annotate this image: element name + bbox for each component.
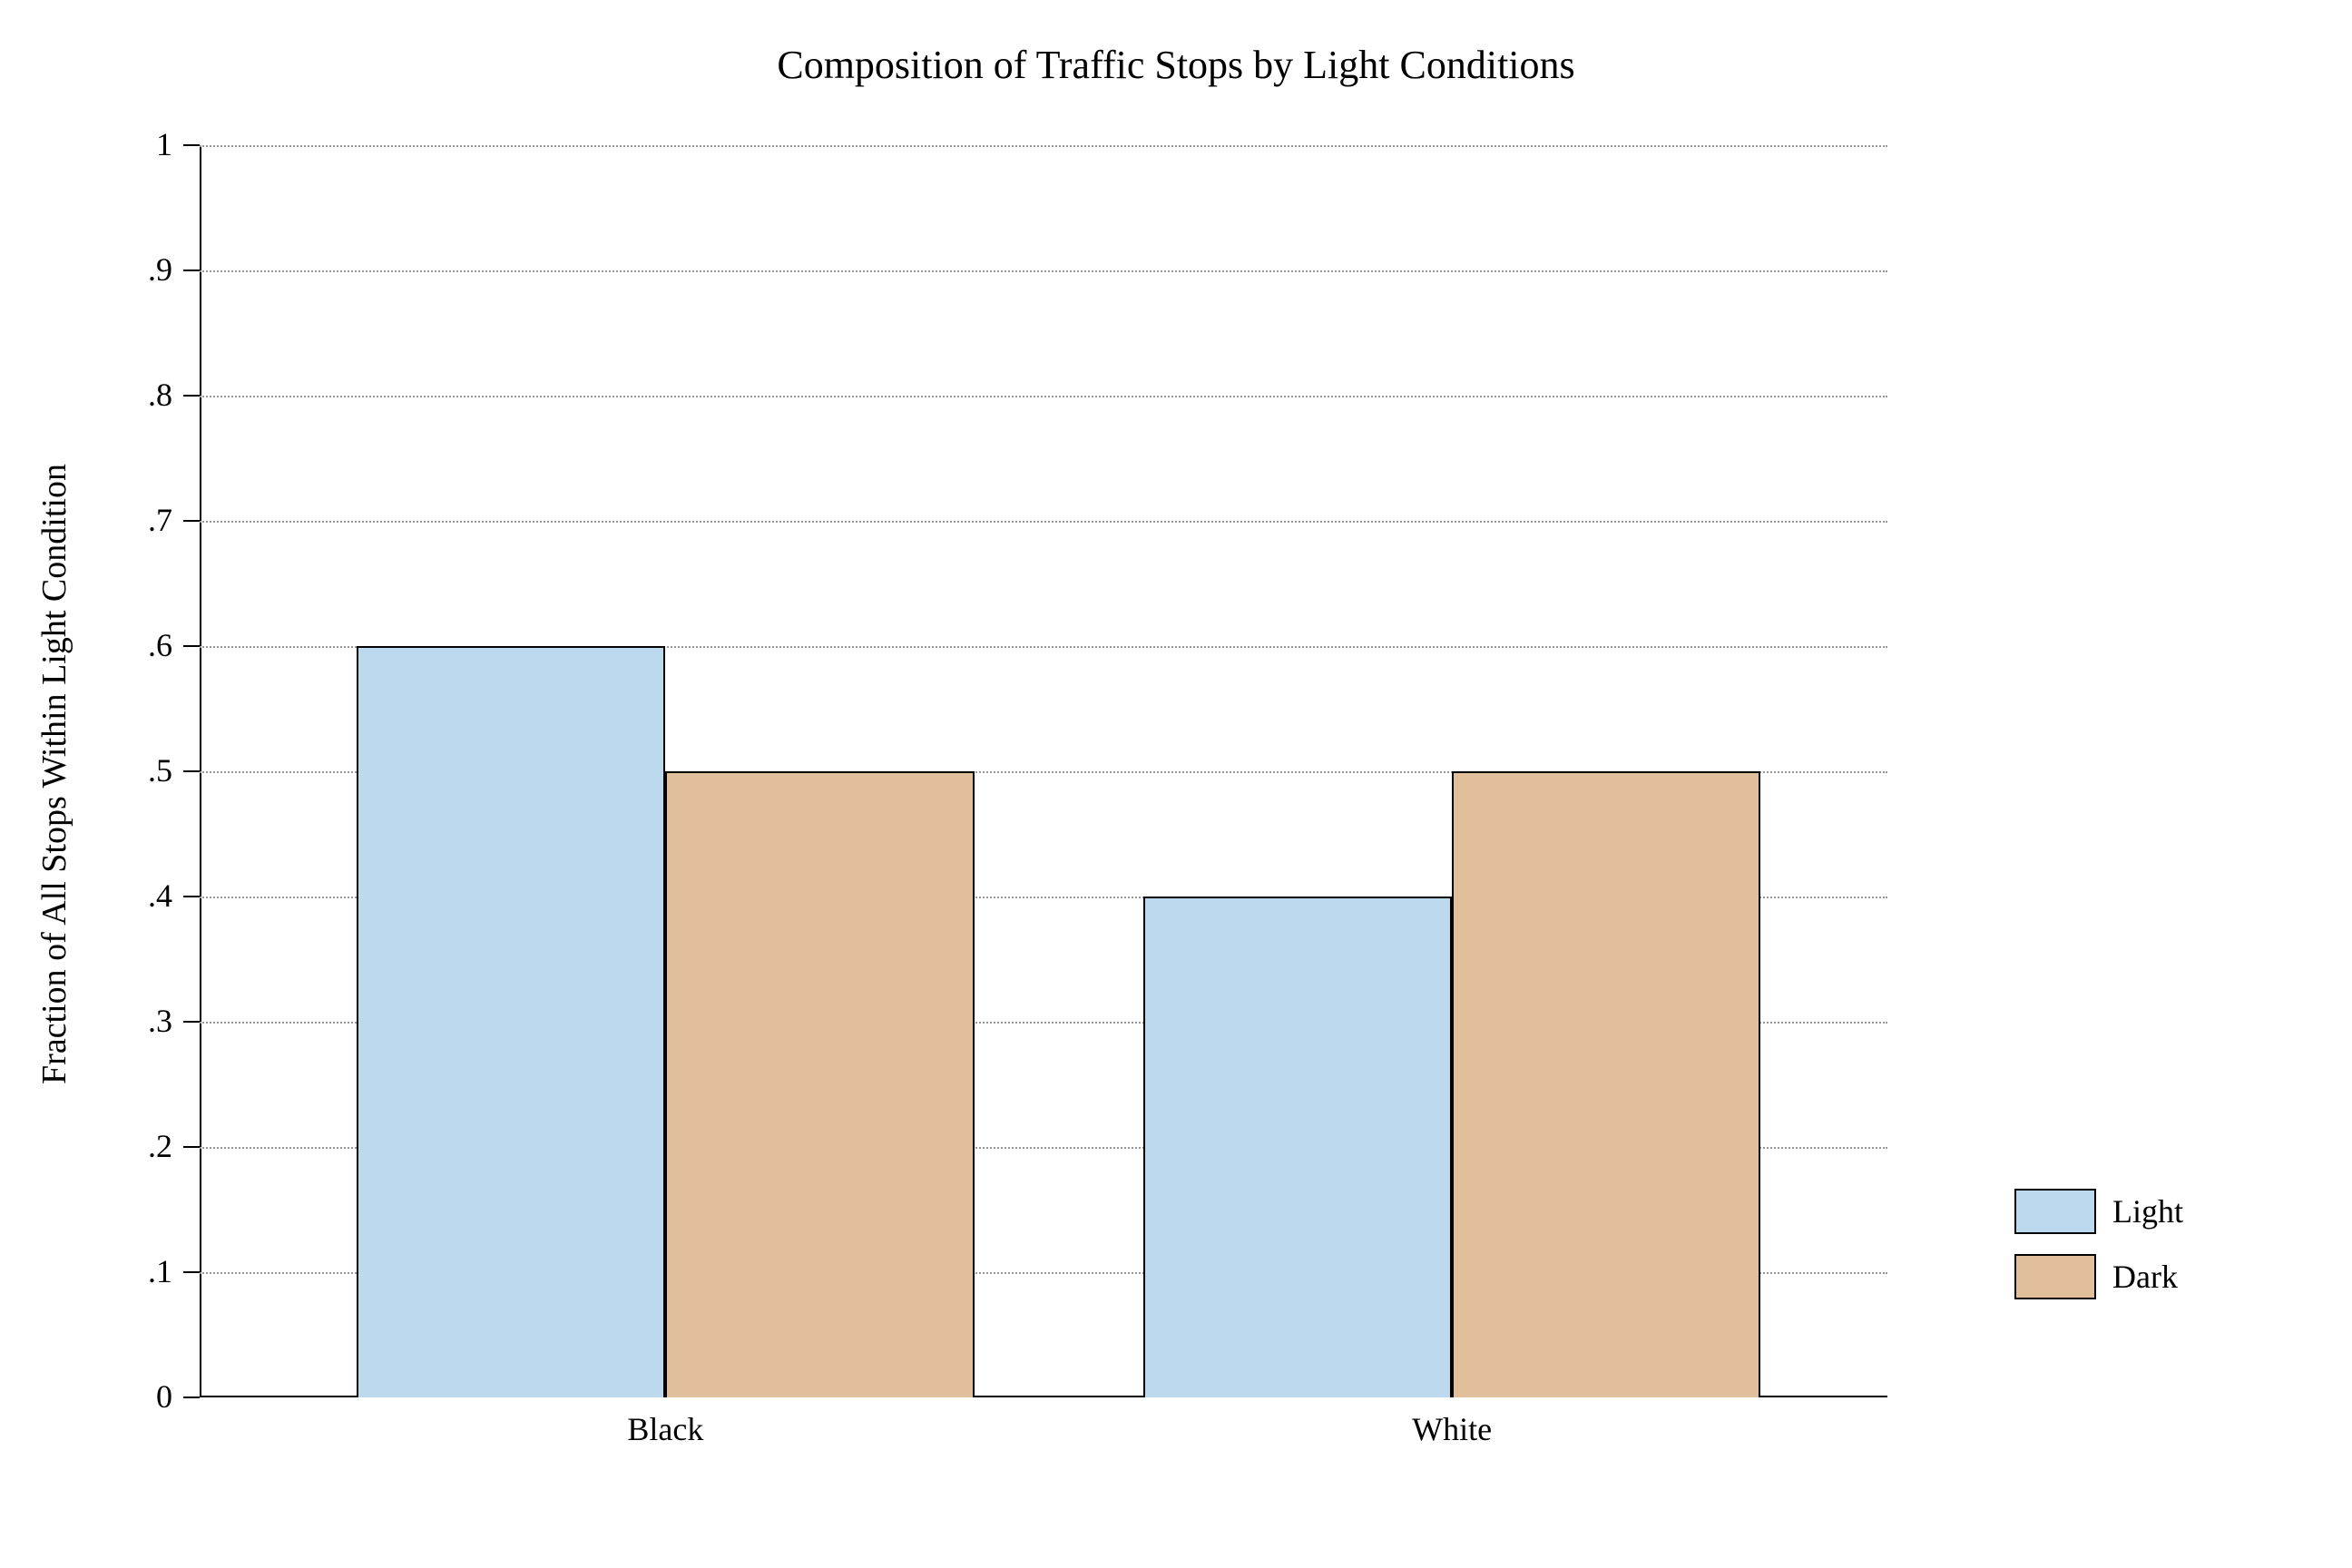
chart-title: Composition of Traffic Stops by Light Co… <box>0 42 2352 88</box>
x-tick-label: Black <box>627 1410 703 1448</box>
chart-container: Composition of Traffic Stops by Light Co… <box>0 0 2352 1568</box>
y-tick-label: .7 <box>82 501 172 539</box>
y-tick-label: 1 <box>82 125 172 163</box>
bar <box>357 646 665 1397</box>
bar <box>1143 897 1452 1397</box>
grid-line <box>200 521 1887 523</box>
bar <box>1452 771 1760 1397</box>
y-tick <box>183 520 200 522</box>
y-tick-label: .4 <box>82 877 172 915</box>
y-tick-label: .9 <box>82 250 172 289</box>
y-tick-label: .1 <box>82 1252 172 1290</box>
y-tick <box>183 770 200 772</box>
y-tick <box>183 395 200 397</box>
x-tick-label: White <box>1412 1410 1492 1448</box>
plot-area: 0.1.2.3.4.5.6.7.8.91BlackWhite <box>200 145 1887 1397</box>
y-tick-label: 0 <box>82 1377 172 1416</box>
grid-line <box>200 270 1887 272</box>
y-tick-label: .3 <box>82 1002 172 1040</box>
y-tick <box>183 896 200 897</box>
legend-swatch <box>2014 1189 2096 1234</box>
grid-line <box>200 145 1887 147</box>
legend: Light Dark <box>2014 1189 2183 1319</box>
grid-line <box>200 396 1887 397</box>
y-tick <box>183 1021 200 1023</box>
legend-label: Dark <box>2112 1258 2178 1296</box>
y-tick <box>183 144 200 146</box>
legend-swatch <box>2014 1254 2096 1299</box>
y-tick <box>183 1396 200 1398</box>
y-tick <box>183 1271 200 1273</box>
legend-label: Light <box>2112 1192 2183 1230</box>
y-tick-label: .2 <box>82 1127 172 1165</box>
legend-item: Light <box>2014 1189 2183 1234</box>
y-tick <box>183 270 200 271</box>
y-tick-label: .8 <box>82 376 172 414</box>
y-axis-label: Fraction of All Stops Within Light Condi… <box>34 230 74 1318</box>
y-tick <box>183 1146 200 1148</box>
y-tick-label: .6 <box>82 626 172 664</box>
legend-item: Dark <box>2014 1254 2183 1299</box>
y-tick-label: .5 <box>82 751 172 789</box>
y-tick <box>183 645 200 647</box>
bar <box>665 771 974 1397</box>
